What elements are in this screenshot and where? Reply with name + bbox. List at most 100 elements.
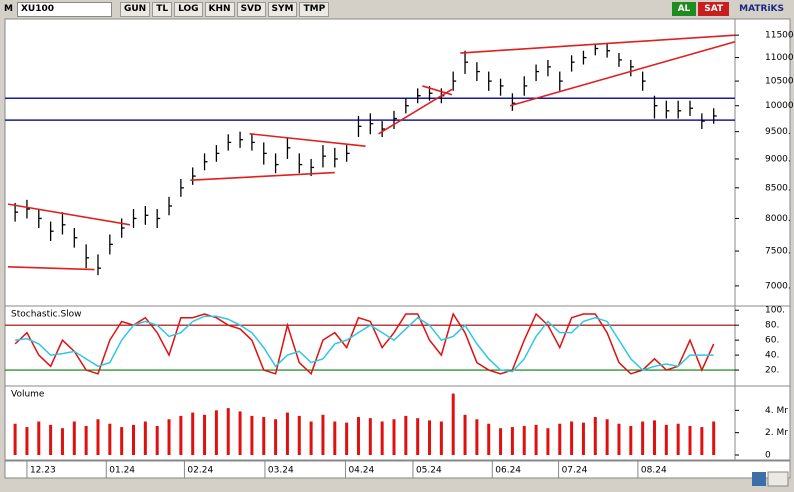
y-tick-label: 7500. — [765, 247, 791, 257]
y-tick-label: 4. Mr — [765, 406, 788, 416]
volume-bar — [72, 421, 76, 455]
volume-bar — [108, 423, 112, 455]
y-tick-label: 11000. — [765, 53, 794, 63]
volume-bar — [368, 418, 372, 455]
volume-bar — [652, 420, 656, 455]
y-tick-label: 8000. — [765, 214, 791, 224]
volume-bar — [712, 421, 716, 455]
volume-bar — [428, 420, 432, 455]
trendline — [7, 203, 131, 226]
volume-bar — [238, 411, 242, 455]
x-tick-label: 06.24 — [495, 466, 521, 476]
volume-bar — [534, 424, 538, 455]
y-tick-label: 10500. — [765, 77, 794, 87]
y-tick-label: 8500. — [765, 183, 791, 193]
volume-bar — [688, 425, 692, 455]
volume-bar — [60, 428, 64, 455]
y-tick-label: 11500. — [765, 31, 794, 41]
volume-bar — [345, 422, 349, 455]
x-tick-label: 02.24 — [187, 466, 213, 476]
x-tick-label: 07.24 — [562, 466, 588, 476]
volume-bar — [676, 423, 680, 455]
tool-button[interactable]: TMP — [299, 1, 330, 17]
y-tick-label: 7000. — [765, 281, 791, 291]
y-tick-label: 80. — [765, 321, 779, 331]
volume-bar — [570, 421, 574, 455]
volume-bar — [392, 419, 396, 455]
x-tick-label: 01.24 — [109, 466, 135, 476]
x-tick-label: 04.24 — [348, 466, 374, 476]
trendline — [460, 34, 736, 54]
volume-bar — [593, 417, 597, 455]
volume-bar — [132, 424, 136, 455]
volume-bar — [191, 412, 195, 455]
y-tick-label: 9500. — [765, 127, 791, 137]
volume-bar — [262, 417, 266, 455]
volume-bar — [25, 427, 29, 455]
tool-button[interactable]: KHN — [204, 1, 235, 17]
volume-bar — [13, 423, 17, 455]
volume-bar — [499, 428, 503, 455]
volume-bar — [179, 415, 183, 455]
indicator-line — [15, 315, 714, 373]
volume-bar — [463, 414, 467, 455]
scroll-button[interactable] — [752, 472, 766, 486]
x-axis-area — [4, 460, 791, 479]
volume-bar — [664, 424, 668, 455]
volume-bar — [155, 425, 159, 455]
y-tick-label: 100. — [765, 306, 785, 316]
volume-bar — [203, 414, 207, 455]
scroll-arrows[interactable] — [767, 471, 789, 487]
tool-button[interactable]: LOG — [174, 1, 203, 17]
volume-bar — [143, 421, 147, 455]
chart-area — [4, 18, 791, 461]
y-tick-label: 10000. — [765, 101, 794, 111]
volume-bar — [546, 428, 550, 455]
y-tick-label: 40. — [765, 351, 779, 361]
y-tick-label: 2. Mr — [765, 428, 788, 438]
panel-title: Stochastic.Slow — [11, 310, 82, 320]
brand: MATRiKS — [739, 4, 784, 14]
x-tick-label: 05.24 — [416, 466, 442, 476]
toolbar: M XU100 GUN TL LOG KHN SVD SYM TMP AL SA… — [0, 0, 794, 18]
indicator-line — [14, 312, 715, 376]
volume-bar — [120, 427, 124, 455]
volume-bar — [617, 423, 621, 455]
volume-bar — [84, 425, 88, 455]
volume-bar — [522, 425, 526, 455]
volume-bar — [321, 414, 325, 455]
volume-bar — [487, 423, 491, 455]
tool-button[interactable]: GUN — [119, 1, 151, 17]
volume-bar — [700, 427, 704, 455]
volume-bar — [37, 421, 41, 455]
volume-bar — [380, 421, 384, 455]
sell-button[interactable]: SAT — [698, 2, 730, 16]
volume-bar — [439, 421, 443, 455]
volume-bar — [250, 415, 254, 455]
tool-button[interactable]: SYM — [267, 1, 298, 17]
y-tick-label: 9000. — [765, 154, 791, 164]
tool-button[interactable]: SVD — [236, 1, 266, 17]
volume-bar — [558, 423, 562, 455]
volume-bar — [49, 424, 53, 455]
volume-bar — [451, 393, 455, 455]
trendline — [422, 85, 453, 96]
trendline — [7, 265, 95, 271]
trendline — [249, 132, 366, 147]
volume-bar — [96, 419, 100, 455]
x-tick-label: 12.23 — [30, 466, 56, 476]
trendline — [190, 171, 335, 181]
volume-bar — [416, 418, 420, 455]
symbol-box[interactable]: XU100 — [16, 1, 112, 17]
volume-bar — [581, 422, 585, 455]
buy-button[interactable]: AL — [671, 2, 697, 16]
volume-bar — [285, 412, 289, 455]
volume-bar — [297, 415, 301, 455]
volume-bar — [356, 417, 360, 455]
volume-bar — [404, 415, 408, 455]
tool-button[interactable]: TL — [152, 1, 173, 17]
volume-bar — [510, 427, 514, 455]
trendline — [509, 41, 736, 107]
